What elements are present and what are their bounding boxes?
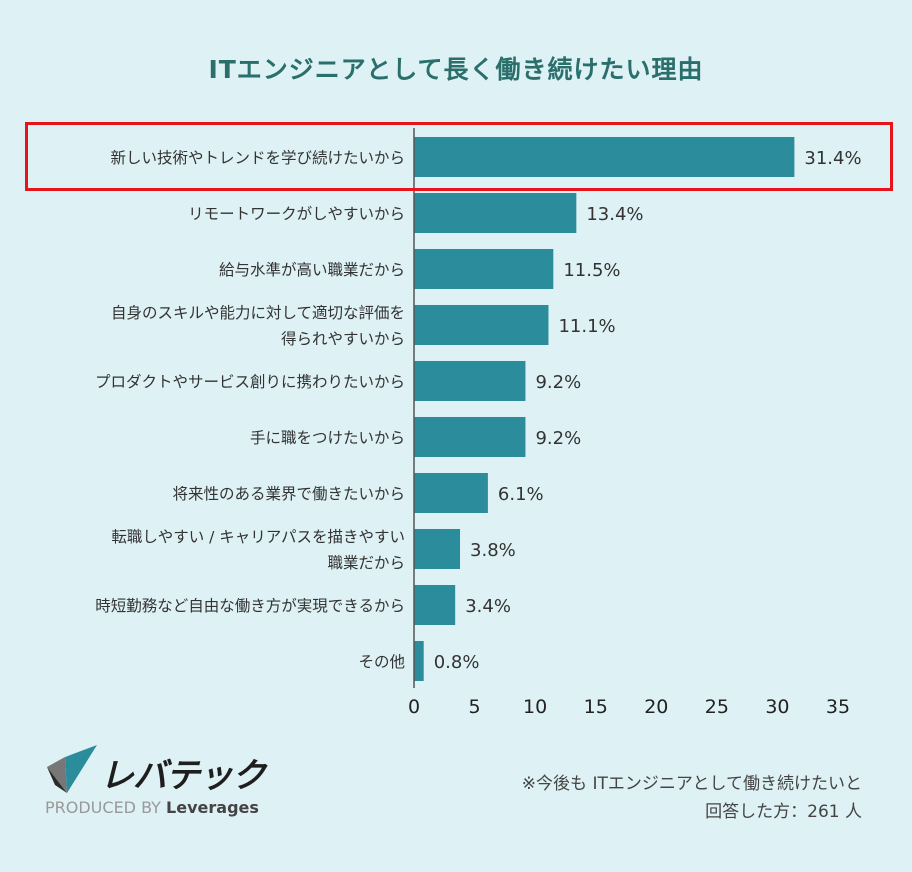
footnote-line2: 回答した方：261 人 — [705, 802, 862, 822]
value-label: 31.4% — [804, 148, 861, 169]
value-label: 11.5% — [563, 260, 620, 281]
chart-title: ITエンジニアとして長く働き続けたい理由 — [208, 55, 704, 84]
x-tick-label: 35 — [826, 696, 850, 718]
value-label: 9.2% — [535, 428, 581, 449]
bar — [414, 193, 577, 233]
value-label: 11.1% — [558, 316, 615, 337]
bar — [414, 529, 461, 569]
category-label: 給与水準が高い職業だから — [219, 261, 405, 279]
bar — [414, 305, 549, 345]
x-tick-label: 0 — [408, 696, 420, 718]
x-tick-label: 10 — [523, 696, 547, 718]
bar — [414, 473, 488, 513]
value-label: 9.2% — [535, 372, 581, 393]
value-label: 3.8% — [470, 540, 516, 561]
category-label: 新しい技術やトレンドを学び続けたいから — [110, 149, 405, 167]
value-label: 3.4% — [465, 596, 511, 617]
footnote: ※今後も ITエンジニアとして働き続けたいと 回答した方：261 人 — [522, 770, 862, 826]
category-label: 転職しやすい / キャリアパスを描きやすい — [111, 528, 405, 546]
value-label: 0.8% — [434, 652, 480, 673]
x-tick-label: 5 — [469, 696, 481, 718]
bar — [414, 249, 554, 289]
produced-by-label: PRODUCED BY — [45, 798, 161, 817]
x-tick-label: 30 — [765, 696, 789, 718]
x-tick-label: 20 — [644, 696, 668, 718]
brand-name: Leverages — [166, 798, 259, 817]
bar — [414, 361, 526, 401]
category-label: 時短勤務など自由な働き方が実現できるから — [95, 597, 405, 615]
category-label: 自身のスキルや能力に対して適切な評価を — [111, 304, 405, 322]
value-label: 13.4% — [586, 204, 643, 225]
category-label: 得られやすいから — [281, 330, 405, 348]
highlight-box — [25, 122, 893, 191]
footnote-line1: ※今後も ITエンジニアとして働き続けたいと — [521, 774, 862, 794]
category-label: その他 — [358, 653, 405, 671]
category-label: リモートワークがしやすいから — [188, 205, 405, 223]
value-label: 6.1% — [498, 484, 544, 505]
leverages-logo-icon — [47, 745, 97, 793]
produced-by: PRODUCED BY Leverages — [45, 798, 259, 817]
bar — [414, 417, 526, 457]
x-tick-label: 15 — [584, 696, 608, 718]
x-tick-label: 25 — [705, 696, 729, 718]
bar — [414, 137, 795, 177]
bar — [414, 585, 456, 625]
bar — [414, 641, 424, 681]
category-label: 将来性のある業界で働きたいから — [172, 485, 405, 503]
category-label: 職業だから — [327, 554, 405, 572]
logo-text: レバテック — [100, 756, 266, 796]
category-label: プロダクトやサービス創りに携わりたいから — [95, 373, 405, 391]
category-label: 手に職をつけたいから — [250, 429, 405, 447]
